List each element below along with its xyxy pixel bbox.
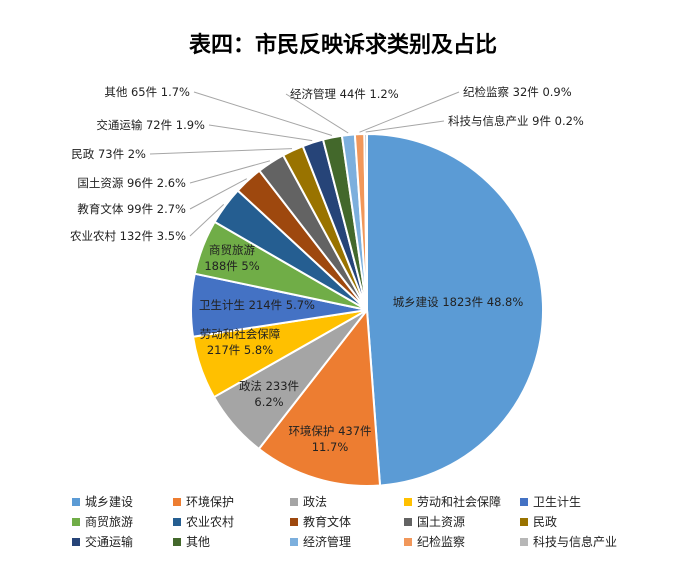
data-label-8: 教育文体 99件 2.7% [77,202,186,216]
legend-swatch-7 [173,518,181,526]
data-label-12: 其他 65件 1.7% [104,85,190,99]
legend-swatch-9 [404,518,412,526]
legend-swatch-12 [173,538,181,546]
legend-label-6: 商贸旅游 [85,514,133,529]
legend-label-1: 城乡建设 [85,495,133,509]
leader-lines [149,91,460,237]
legend-swatch-14 [404,538,412,546]
data-label-14: 纪检监察 32件 0.9% [463,85,572,99]
data-label-15: 科技与信息产业 9件 0.2% [448,114,584,128]
legend-label-14: 纪检监察 [417,534,465,549]
data-label-3: 政法 233件 [239,379,299,393]
legend-swatch-2 [173,498,181,506]
legend-swatch-3 [290,498,298,506]
legend-swatch-10 [520,518,528,526]
data-label-13: 经济管理 44件 1.2% [290,87,399,101]
legend-label-7: 农业农村 [186,515,234,529]
chart-title: 表四：市民反映诉求类别及占比 [189,32,497,58]
legend-swatch-15 [520,538,528,546]
legend-label-4: 劳动和社会保障 [417,494,501,509]
data-label-4: 劳动和社会保障 [200,327,281,341]
legend-label-13: 经济管理 [303,534,351,549]
data-label-7: 农业农村 132件 3.5% [70,229,186,243]
leader-line-10 [149,148,293,155]
data-label-5: 卫生计生 214件 5.7% [199,298,315,312]
leader-line-13 [285,93,349,134]
leader-line-14 [359,91,460,133]
legend-label-9: 国土资源 [417,515,465,529]
legend-label-2: 环境保护 [186,494,234,509]
legend-label-12: 其他 [186,535,210,549]
pie-slice-2 [257,307,382,487]
data-label-2: 环境保护 437件 [288,424,371,438]
legend-swatch-6 [72,518,80,526]
data-label-11: 交通运输 72件 1.9% [96,118,205,132]
data-labels: 城乡建设 1823件 48.8% 环境保护 437件 11.7% 政法 233件 6.2… [70,85,584,454]
legend-swatch-4 [404,498,412,506]
pie-slice-1 [366,132,545,487]
legend-swatch-11 [72,538,80,546]
leader-line-11 [208,124,313,142]
legend-swatch-5 [520,498,528,506]
legend-label-15: 科技与信息产业 [533,534,617,549]
legend-label-5: 卫生计生 [533,495,581,509]
legend-swatch-13 [290,538,298,546]
leader-line-9 [189,160,271,184]
data-label-6: 商贸旅游 [209,243,255,257]
leader-line-7 [189,204,225,237]
pie-slices [190,132,545,487]
pie-slice-15 [363,132,368,311]
legend-swatch-1 [72,498,80,506]
legend-label-3: 政法 [303,495,327,509]
leader-line-15 [365,120,445,133]
legend-swatch-8 [290,518,298,526]
legend-label-11: 交通运输 [85,534,133,549]
data-label-9: 国土资源 96件 2.6% [77,176,186,190]
data-label-10: 民政 73件 2% [71,147,146,161]
data-label-1: 城乡建设 1823件 48.8% [393,295,524,309]
leader-line-12 [193,91,333,136]
data-label-3-line2: 6.2% [254,395,283,409]
legend-label-8: 教育文体 [303,514,351,529]
legend-label-10: 民政 [533,515,557,529]
data-label-4-line2: 217件 5.8% [207,343,273,357]
leader-line-8 [189,178,248,210]
data-label-2-line2: 11.7% [312,440,349,454]
data-label-6-line2: 188件 5% [204,259,259,273]
